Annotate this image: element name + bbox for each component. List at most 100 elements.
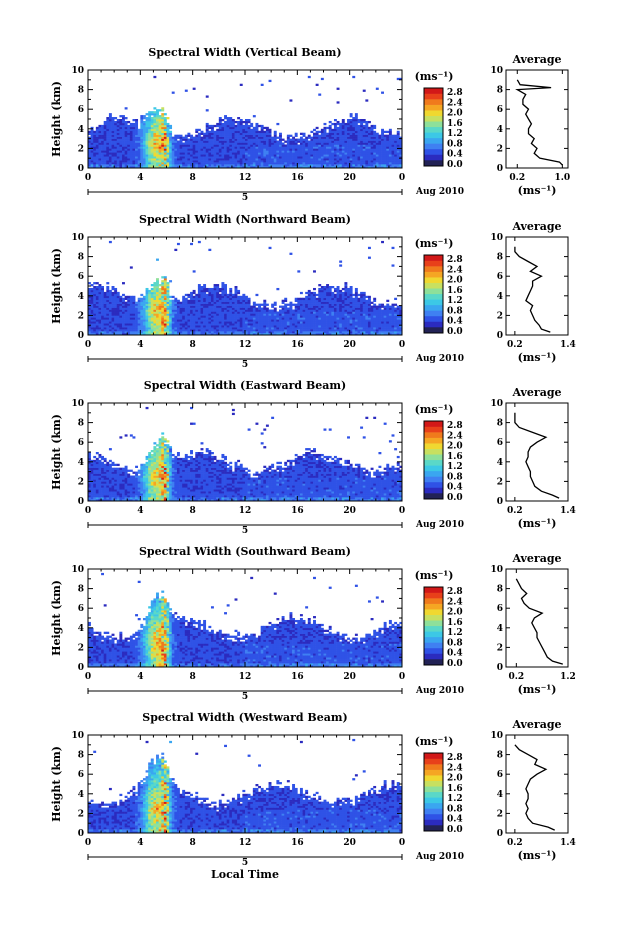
average-x-tick-label: 1.4 — [560, 340, 576, 350]
y-tick-label: 2 — [78, 477, 84, 487]
x-tick-label: 12 — [239, 173, 252, 183]
average-profile: Average 0 2 4 6 8 10 0.2 1.0(ms⁻¹) — [490, 53, 570, 197]
colorbar-tick-label: 2.0 — [447, 109, 463, 119]
average-x-tick-label: 0.2 — [508, 672, 524, 682]
y-tick-label: 6 — [78, 272, 84, 282]
colorbar-unit: (ms⁻¹) — [415, 569, 454, 582]
x-tick-label: 4 — [137, 173, 143, 183]
colorbar-tick-label: 2.8 — [447, 255, 463, 265]
average-y-tick-label: 6 — [497, 272, 503, 282]
heatmap — [88, 240, 403, 336]
average-y-tick-label: 0 — [497, 164, 503, 174]
average-profile: Average 0 2 4 6 8 10 0.2 1.4(ms⁻¹) — [490, 718, 575, 862]
day-label: 5 — [242, 526, 248, 536]
colorbar-tick-label: 0.0 — [447, 327, 463, 337]
colorbar-tick-label: 2.4 — [447, 597, 463, 607]
colorbar-tick-label: 2.4 — [447, 431, 463, 441]
colorbar-unit: (ms⁻¹) — [415, 70, 454, 83]
panel-title: Spectral Width (Southward Beam) — [139, 545, 351, 558]
y-tick-label: 8 — [78, 751, 84, 761]
colorbar-tick-label: 0.8 — [447, 472, 463, 482]
x-tick-label: 12 — [239, 672, 252, 682]
average-y-tick-label: 8 — [497, 253, 503, 263]
x-tick-label: 0 — [85, 506, 91, 516]
colorbar-tick-label: 1.6 — [447, 452, 463, 462]
colorbar-tick-label: 1.6 — [447, 618, 463, 628]
y-axis-label: Height (km) — [50, 746, 63, 822]
average-profile-line — [514, 412, 560, 499]
average-y-tick-label: 10 — [490, 66, 503, 76]
average-y-tick-label: 6 — [497, 105, 503, 115]
heatmap — [88, 572, 403, 668]
average-y-tick-label: 0 — [497, 331, 503, 341]
colorbar-tick-label: 2.0 — [447, 774, 463, 784]
average-title: Average — [511, 718, 561, 731]
y-tick-label: 8 — [78, 86, 84, 96]
average-y-tick-label: 4 — [497, 458, 503, 468]
x-tick-label: 0 — [85, 173, 91, 183]
heatmap — [88, 406, 403, 502]
average-x-tick-label: 0.2 — [509, 173, 525, 183]
colorbar-tick-label: 0.8 — [447, 638, 463, 648]
average-y-tick-label: 0 — [497, 663, 503, 673]
panel-5: Spectral Width (Westward Beam) 0 2 4 6 8 10 0 4 8… — [50, 711, 576, 868]
colorbar-tick-label: 2.4 — [447, 763, 463, 773]
average-y-tick-label: 6 — [497, 438, 503, 448]
average-y-tick-label: 6 — [497, 770, 503, 780]
y-tick-label: 8 — [78, 253, 84, 263]
average-x-label: (ms⁻¹) — [518, 184, 557, 197]
average-y-tick-label: 4 — [497, 292, 503, 302]
colorbar-tick-label: 1.2 — [447, 462, 463, 472]
colorbar-unit: (ms⁻¹) — [415, 403, 454, 416]
day-label: 5 — [242, 858, 248, 868]
average-y-tick-label: 8 — [497, 419, 503, 429]
colorbar-tick-label: 2.4 — [447, 265, 463, 275]
average-x-tick-label: 1.2 — [560, 672, 576, 682]
average-y-tick-label: 6 — [497, 604, 503, 614]
average-y-tick-label: 8 — [497, 751, 503, 761]
y-tick-label: 2 — [78, 144, 84, 154]
y-tick-label: 2 — [78, 311, 84, 321]
x-tick-label: 12 — [239, 838, 252, 848]
average-y-tick-label: 2 — [497, 311, 503, 321]
y-tick-label: 4 — [78, 624, 84, 634]
x-tick-label: 20 — [343, 340, 356, 350]
average-title: Average — [511, 552, 561, 565]
average-y-tick-label: 10 — [490, 731, 503, 741]
panel-1: Spectral Width (Vertical Beam) 0 2 4 6 8 10 0 4 8… — [50, 46, 570, 203]
y-tick-label: 0 — [78, 164, 84, 174]
colorbar-tick-label: 1.2 — [447, 794, 463, 804]
panel-title: Spectral Width (Northward Beam) — [139, 213, 351, 226]
colorbar-tick-label: 2.4 — [447, 98, 463, 108]
x-tick-label: 0 — [399, 506, 405, 516]
colorbar-tick-label: 0.8 — [447, 804, 463, 814]
x-tick-label: 0 — [85, 672, 91, 682]
colorbar-tick-label: 0.0 — [447, 825, 463, 835]
y-tick-label: 10 — [71, 731, 84, 741]
colorbar-tick-label: 1.2 — [447, 129, 463, 139]
x-tick-label: 12 — [239, 340, 252, 350]
colorbar-unit: (ms⁻¹) — [415, 735, 454, 748]
day-label: 5 — [242, 193, 248, 203]
y-axis-label: Height (km) — [50, 414, 63, 490]
average-x-label: (ms⁻¹) — [518, 517, 557, 530]
y-axis-label: Height (km) — [50, 81, 63, 157]
x-tick-label: 20 — [343, 672, 356, 682]
average-y-tick-label: 4 — [497, 790, 503, 800]
average-profile: Average 0 2 4 6 8 10 0.2 1.4(ms⁻¹) — [490, 220, 575, 364]
x-tick-label: 8 — [190, 506, 196, 516]
average-y-tick-label: 4 — [497, 125, 503, 135]
x-tick-label: 0 — [399, 672, 405, 682]
average-x-tick-label: 1.4 — [560, 506, 576, 516]
heatmap — [88, 75, 403, 169]
average-x-label: (ms⁻¹) — [518, 849, 557, 862]
panel-title: Spectral Width (Westward Beam) — [142, 711, 347, 724]
colorbar: (ms⁻¹) 2.82.42.01.61.20.80.40.0 — [415, 403, 463, 503]
colorbar: (ms⁻¹) 2.82.42.01.61.20.80.40.0 — [415, 237, 463, 337]
colorbar-tick-label: 0.0 — [447, 659, 463, 669]
colorbar: (ms⁻¹) 2.82.42.01.61.20.80.40.0 — [415, 70, 463, 170]
x-tick-label: 16 — [291, 672, 304, 682]
x-tick-label: 8 — [190, 838, 196, 848]
average-profile-line — [514, 246, 551, 333]
x-tick-label: 0 — [85, 340, 91, 350]
